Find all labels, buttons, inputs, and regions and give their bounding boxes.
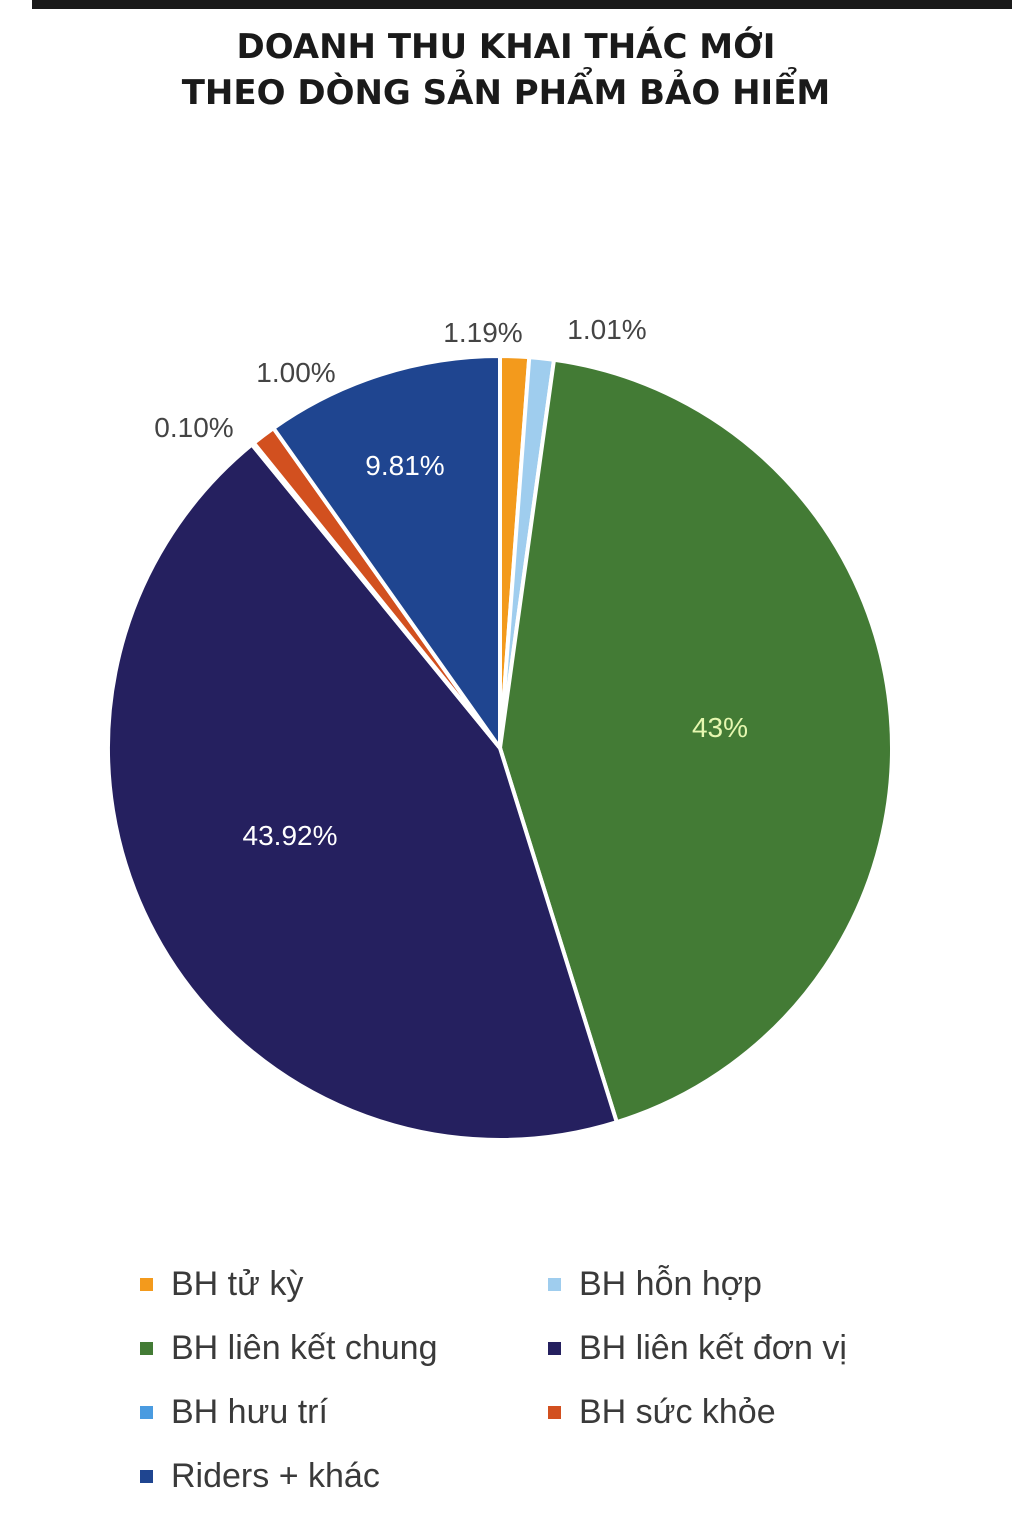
data-label-bh-lien-ket-chung: 43%: [692, 712, 748, 743]
data-label-bh-suc-khoe: 1.00%: [256, 357, 335, 388]
legend-label: BH hưu trí: [171, 1392, 328, 1431]
chart-title: DOANH THU KHAI THÁC MỚI THEO DÒNG SẢN PH…: [0, 24, 1012, 116]
chart-title-line-2: THEO DÒNG SẢN PHẨM BẢO HIỂM: [181, 73, 831, 113]
legend-item-bh-hon-hop: BH hỗn hợp: [548, 1262, 762, 1306]
legend-swatch: [140, 1469, 153, 1483]
pie-slice-bh-lien-ket-don-vi: [106, 442, 619, 1142]
data-label-bh-hon-hop: 1.01%: [567, 314, 646, 345]
data-label-bh-huu-tri: 0.10%: [154, 412, 233, 443]
pie-chart: 1.19% 1.01% 43% 43.92% 0.10% 1.00% 9.81%: [106, 314, 894, 1142]
top-rule: [32, 0, 1012, 9]
legend-swatch: [548, 1405, 561, 1419]
legend-swatch: [140, 1341, 153, 1355]
chart-title-line-1: DOANH THU KHAI THÁC MỚI: [236, 27, 776, 67]
pie-slice-bh-lien-ket-chung: [498, 357, 894, 1125]
legend-item-bh-lien-ket-don-vi: BH liên kết đơn vị: [548, 1326, 847, 1370]
legend-label: BH tử kỳ: [171, 1264, 304, 1303]
data-label-bh-tu-ky: 1.19%: [443, 317, 522, 348]
legend-swatch: [140, 1277, 153, 1291]
legend-label: BH sức khỏe: [579, 1392, 776, 1431]
legend-item-riders-khac: Riders + khác: [140, 1454, 380, 1498]
legend-swatch: [140, 1405, 153, 1419]
data-label-bh-lien-ket-don-vi: 43.92%: [243, 820, 338, 851]
data-label-riders-khac: 9.81%: [365, 450, 444, 481]
legend-item-bh-lien-ket-chung: BH liên kết chung: [140, 1326, 438, 1370]
legend-label: BH liên kết đơn vị: [579, 1328, 847, 1367]
legend-label: Riders + khác: [171, 1456, 380, 1495]
pie-slice-riders-khac: [271, 354, 502, 750]
legend-label: BH hỗn hợp: [579, 1264, 762, 1303]
legend-swatch: [548, 1277, 561, 1291]
legend-item-bh-suc-khoe: BH sức khỏe: [548, 1390, 776, 1434]
legend-label: BH liên kết chung: [171, 1328, 438, 1367]
legend-item-bh-tu-ky: BH tử kỳ: [140, 1262, 303, 1306]
legend-swatch: [548, 1341, 561, 1355]
legend-item-bh-huu-tri: BH hưu trí: [140, 1390, 328, 1434]
